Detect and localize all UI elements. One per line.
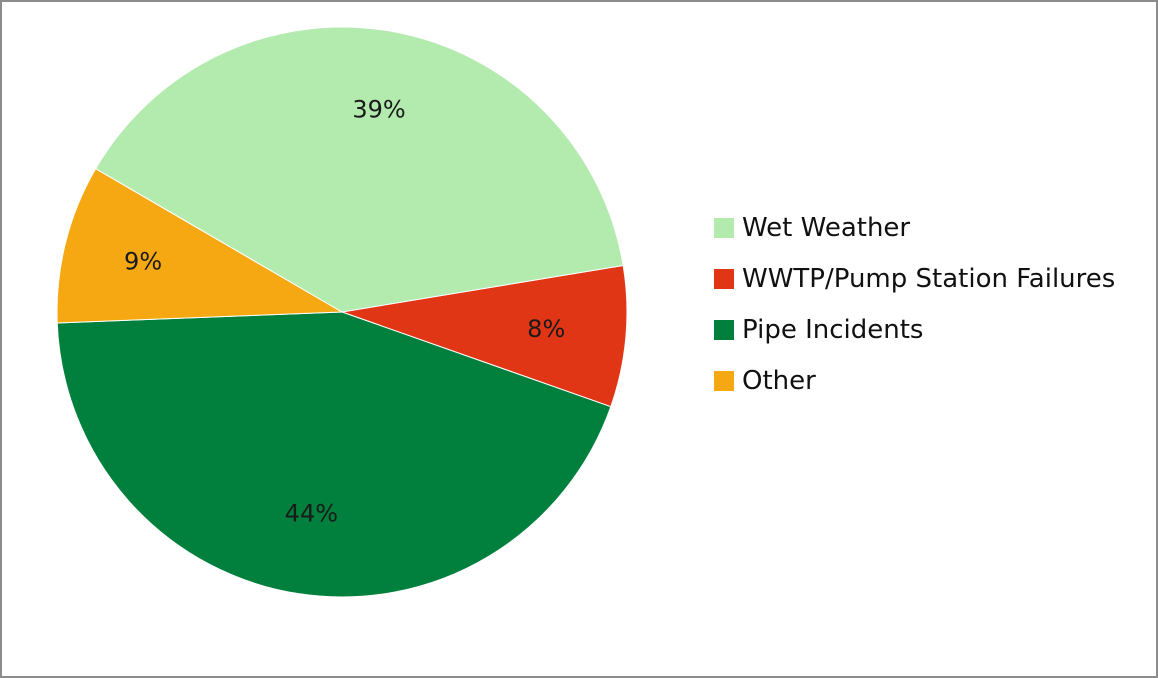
legend-label: Wet Weather: [742, 212, 911, 243]
data-label-wwtp-pump-station-failures: 8%: [527, 315, 565, 343]
legend-item-wet-weather: Wet Weather: [714, 202, 1115, 253]
pie-slice-pipe-incidents: [56, 311, 612, 598]
pie-data-labels: 8% 44% 9% 39%: [124, 95, 565, 527]
pie-slice-wwtp-pump-station-failures: [341, 264, 628, 408]
data-label-pipe-incidents: 44%: [285, 500, 338, 528]
pie-slice-wet-weather: [94, 26, 624, 313]
legend-item-wwtp-pump-station-failures: WWTP/Pump Station Failures: [714, 253, 1115, 304]
legend-item-other: Other: [714, 355, 1115, 406]
legend-swatch: [714, 370, 734, 391]
pie-slice-other: [56, 167, 344, 324]
legend-item-pipe-incidents: Pipe Incidents: [714, 304, 1115, 355]
pie-slices: [56, 26, 628, 598]
legend-label: WWTP/Pump Station Failures: [742, 263, 1116, 294]
legend-swatch: [714, 268, 734, 289]
legend-swatch: [714, 319, 734, 340]
data-label-other: 9%: [124, 247, 162, 275]
legend-label: Other: [742, 365, 816, 396]
legend-swatch: [714, 217, 734, 238]
legend-label: Pipe Incidents: [742, 314, 924, 345]
data-label-wet-weather: 39%: [352, 95, 405, 123]
legend: Wet Weather WWTP/Pump Station Failures P…: [714, 202, 1115, 406]
